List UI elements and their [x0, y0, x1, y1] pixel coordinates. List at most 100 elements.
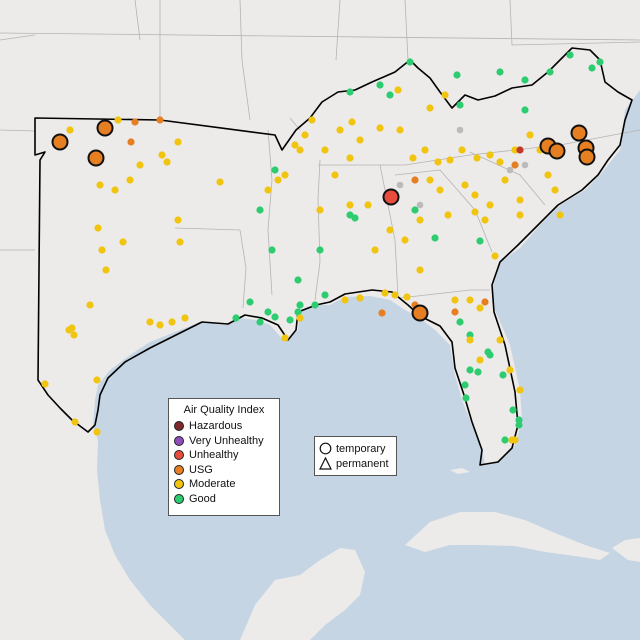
monitor-dot-good[interactable]: [386, 91, 394, 99]
monitor-dot-good[interactable]: [431, 234, 439, 242]
monitor-dot-moderate[interactable]: [516, 196, 524, 204]
monitor-marker-usg[interactable]: [578, 148, 596, 166]
monitor-dot-moderate[interactable]: [544, 171, 552, 179]
monitor-dot-good[interactable]: [466, 331, 474, 339]
monitor-dot-moderate[interactable]: [446, 156, 454, 164]
monitor-dot-good[interactable]: [521, 76, 529, 84]
monitor-dot-good[interactable]: [453, 71, 461, 79]
monitor-dot-good[interactable]: [462, 394, 470, 402]
monitor-dot-moderate[interactable]: [476, 356, 484, 364]
monitor-dot-moderate[interactable]: [486, 201, 494, 209]
monitor-dot-good[interactable]: [294, 308, 302, 316]
monitor-dot-good[interactable]: [476, 237, 484, 245]
monitor-dot-good[interactable]: [256, 318, 264, 326]
monitor-dot-moderate[interactable]: [511, 146, 519, 154]
monitor-dot-moderate[interactable]: [98, 246, 106, 254]
monitor-dot-moderate[interactable]: [396, 126, 404, 134]
monitor-marker-usg[interactable]: [411, 304, 429, 322]
monitor-dot-moderate[interactable]: [486, 151, 494, 159]
monitor-dot-moderate[interactable]: [386, 226, 394, 234]
monitor-dot-good[interactable]: [296, 301, 304, 309]
monitor-dot-good[interactable]: [376, 81, 384, 89]
monitor-dot-good[interactable]: [596, 58, 604, 66]
monitor-marker-usg[interactable]: [87, 149, 105, 167]
monitor-dot-moderate[interactable]: [458, 146, 466, 154]
monitor-dot-unknown[interactable]: [396, 181, 404, 189]
monitor-dot-moderate[interactable]: [71, 418, 79, 426]
monitor-dot-moderate[interactable]: [471, 208, 479, 216]
monitor-dot-moderate[interactable]: [146, 318, 154, 326]
monitor-dot-moderate[interactable]: [111, 186, 119, 194]
monitor-dot-moderate[interactable]: [163, 158, 171, 166]
monitor-dot-moderate[interactable]: [441, 91, 449, 99]
monitor-dot-moderate[interactable]: [93, 376, 101, 384]
monitor-dot-good[interactable]: [486, 351, 494, 359]
monitor-dot-good[interactable]: [316, 246, 324, 254]
monitor-dot-moderate[interactable]: [526, 131, 534, 139]
monitor-dot-good[interactable]: [232, 314, 240, 322]
monitor-dot-moderate[interactable]: [444, 211, 452, 219]
monitor-dot-moderate[interactable]: [356, 136, 364, 144]
monitor-marker-usg[interactable]: [51, 133, 69, 151]
monitor-dot-good[interactable]: [515, 421, 523, 429]
monitor-dot-usg[interactable]: [378, 309, 386, 317]
monitor-dot-moderate[interactable]: [409, 154, 417, 162]
monitor-dot-moderate[interactable]: [461, 181, 469, 189]
monitor-dot-good[interactable]: [271, 166, 279, 174]
monitor-dot-moderate[interactable]: [96, 181, 104, 189]
monitor-dot-moderate[interactable]: [416, 216, 424, 224]
monitor-dot-moderate[interactable]: [496, 158, 504, 166]
monitor-marker-usg[interactable]: [570, 124, 588, 142]
monitor-dot-moderate[interactable]: [416, 266, 424, 274]
monitor-dot-good[interactable]: [271, 313, 279, 321]
monitor-dot-moderate[interactable]: [506, 366, 514, 374]
monitor-dot-moderate[interactable]: [394, 86, 402, 94]
monitor-dot-moderate[interactable]: [158, 151, 166, 159]
monitor-dot-moderate[interactable]: [401, 236, 409, 244]
monitor-dot-moderate[interactable]: [321, 146, 329, 154]
monitor-dot-good[interactable]: [256, 206, 264, 214]
monitor-dot-moderate[interactable]: [426, 104, 434, 112]
monitor-dot-moderate[interactable]: [264, 186, 272, 194]
monitor-dot-unhealthy[interactable]: [516, 146, 524, 154]
monitor-dot-moderate[interactable]: [86, 301, 94, 309]
monitor-dot-good[interactable]: [461, 381, 469, 389]
monitor-dot-usg[interactable]: [131, 118, 139, 126]
monitor-dot-moderate[interactable]: [481, 216, 489, 224]
monitor-dot-moderate[interactable]: [336, 126, 344, 134]
monitor-dot-good[interactable]: [474, 368, 482, 376]
monitor-dot-good[interactable]: [515, 416, 523, 424]
monitor-dot-moderate[interactable]: [181, 314, 189, 322]
monitor-dot-usg[interactable]: [511, 161, 519, 169]
monitor-dot-moderate[interactable]: [296, 146, 304, 154]
monitor-dot-moderate[interactable]: [391, 291, 399, 299]
monitor-dot-moderate[interactable]: [281, 171, 289, 179]
monitor-dot-moderate[interactable]: [341, 296, 349, 304]
monitor-dot-good[interactable]: [321, 291, 329, 299]
monitor-dot-moderate[interactable]: [436, 186, 444, 194]
monitor-dot-moderate[interactable]: [471, 191, 479, 199]
monitor-dot-moderate[interactable]: [466, 296, 474, 304]
monitor-dot-moderate[interactable]: [296, 314, 304, 322]
monitor-dot-moderate[interactable]: [316, 206, 324, 214]
monitor-dot-moderate[interactable]: [346, 201, 354, 209]
monitor-dot-moderate[interactable]: [308, 116, 316, 124]
monitor-dot-moderate[interactable]: [346, 154, 354, 162]
monitor-dot-moderate[interactable]: [119, 238, 127, 246]
monitor-dot-moderate[interactable]: [174, 138, 182, 146]
monitor-dot-moderate[interactable]: [426, 176, 434, 184]
monitor-dot-unknown[interactable]: [506, 166, 514, 174]
monitor-dot-usg[interactable]: [127, 138, 135, 146]
monitor-dot-moderate[interactable]: [511, 436, 519, 444]
monitor-dot-moderate[interactable]: [364, 201, 372, 209]
monitor-dot-moderate[interactable]: [156, 321, 164, 329]
monitor-dot-good[interactable]: [286, 316, 294, 324]
monitor-dot-good[interactable]: [566, 51, 574, 59]
monitor-dot-moderate[interactable]: [348, 118, 356, 126]
monitor-dot-good[interactable]: [311, 301, 319, 309]
monitor-dot-good[interactable]: [496, 68, 504, 76]
monitor-dot-moderate[interactable]: [168, 318, 176, 326]
monitor-dot-moderate[interactable]: [70, 331, 78, 339]
monitor-dot-moderate[interactable]: [516, 386, 524, 394]
monitor-dot-good[interactable]: [466, 366, 474, 374]
